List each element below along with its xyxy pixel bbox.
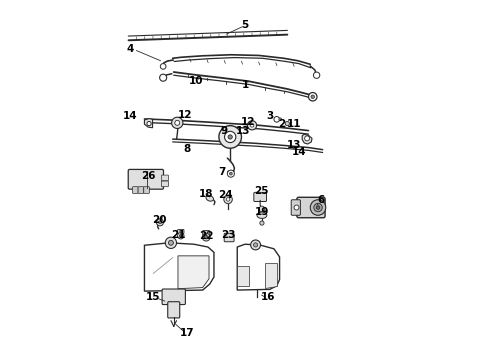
Text: 19: 19 (255, 207, 269, 217)
Polygon shape (266, 263, 277, 288)
Circle shape (179, 234, 182, 237)
Circle shape (204, 235, 208, 239)
Text: 25: 25 (254, 186, 268, 196)
Circle shape (285, 121, 290, 126)
Circle shape (226, 198, 230, 201)
FancyBboxPatch shape (168, 302, 180, 318)
Text: 15: 15 (146, 292, 160, 302)
Text: 26: 26 (141, 171, 155, 181)
Text: 6: 6 (317, 195, 324, 206)
FancyBboxPatch shape (203, 230, 210, 235)
FancyBboxPatch shape (161, 175, 169, 181)
Circle shape (253, 243, 258, 247)
Polygon shape (145, 243, 214, 291)
FancyBboxPatch shape (254, 192, 267, 202)
Circle shape (160, 64, 166, 69)
Circle shape (279, 118, 282, 121)
Ellipse shape (257, 212, 267, 219)
Text: 13: 13 (287, 140, 302, 150)
Polygon shape (237, 244, 280, 290)
Circle shape (169, 240, 173, 245)
Text: 8: 8 (183, 144, 191, 154)
Circle shape (156, 219, 164, 226)
Text: 20: 20 (152, 215, 167, 225)
Circle shape (259, 206, 265, 212)
Text: 17: 17 (179, 328, 194, 338)
Circle shape (219, 126, 242, 148)
FancyBboxPatch shape (161, 181, 169, 187)
FancyBboxPatch shape (132, 187, 138, 193)
Text: 10: 10 (188, 76, 203, 86)
Circle shape (177, 233, 184, 239)
Circle shape (229, 172, 232, 175)
FancyBboxPatch shape (162, 289, 185, 305)
Text: 3: 3 (266, 112, 273, 121)
Text: 24: 24 (218, 190, 233, 200)
Text: 7: 7 (219, 167, 226, 177)
Circle shape (314, 72, 320, 78)
Text: 21: 21 (171, 230, 185, 240)
Circle shape (311, 95, 315, 99)
Circle shape (274, 117, 280, 122)
Circle shape (247, 121, 257, 130)
Text: 12: 12 (178, 110, 192, 120)
Text: 14: 14 (123, 112, 138, 121)
Circle shape (159, 221, 161, 224)
Circle shape (305, 136, 310, 141)
Circle shape (294, 205, 299, 210)
Text: 11: 11 (287, 119, 302, 129)
Polygon shape (302, 134, 312, 144)
Text: 9: 9 (220, 126, 227, 136)
FancyBboxPatch shape (291, 200, 300, 215)
Text: 1: 1 (242, 80, 248, 90)
Circle shape (165, 237, 176, 248)
Circle shape (309, 93, 317, 101)
FancyBboxPatch shape (128, 170, 164, 189)
Ellipse shape (206, 195, 214, 201)
Text: 14: 14 (292, 147, 306, 157)
FancyBboxPatch shape (297, 197, 325, 218)
Circle shape (172, 117, 183, 129)
Text: 12: 12 (241, 117, 256, 127)
FancyBboxPatch shape (138, 187, 144, 193)
Circle shape (250, 123, 254, 127)
Polygon shape (145, 118, 152, 128)
Circle shape (310, 200, 326, 215)
FancyBboxPatch shape (177, 229, 184, 234)
Text: 23: 23 (221, 230, 236, 240)
Circle shape (147, 121, 151, 126)
Text: 5: 5 (242, 20, 248, 30)
Text: 18: 18 (199, 189, 214, 199)
Circle shape (160, 74, 167, 81)
FancyBboxPatch shape (144, 187, 149, 193)
Circle shape (227, 170, 234, 177)
Text: 2: 2 (278, 118, 286, 129)
Text: 13: 13 (236, 126, 250, 136)
Text: 16: 16 (261, 292, 275, 302)
Circle shape (314, 203, 322, 212)
Circle shape (316, 206, 320, 209)
Circle shape (175, 120, 180, 125)
FancyBboxPatch shape (224, 233, 234, 242)
Text: 4: 4 (126, 45, 134, 54)
Polygon shape (237, 266, 248, 286)
Circle shape (228, 135, 232, 139)
Circle shape (251, 240, 261, 250)
Polygon shape (178, 256, 209, 289)
Circle shape (224, 131, 236, 143)
Text: 22: 22 (199, 231, 214, 241)
Circle shape (260, 221, 264, 225)
Circle shape (224, 195, 232, 204)
Circle shape (202, 233, 210, 241)
